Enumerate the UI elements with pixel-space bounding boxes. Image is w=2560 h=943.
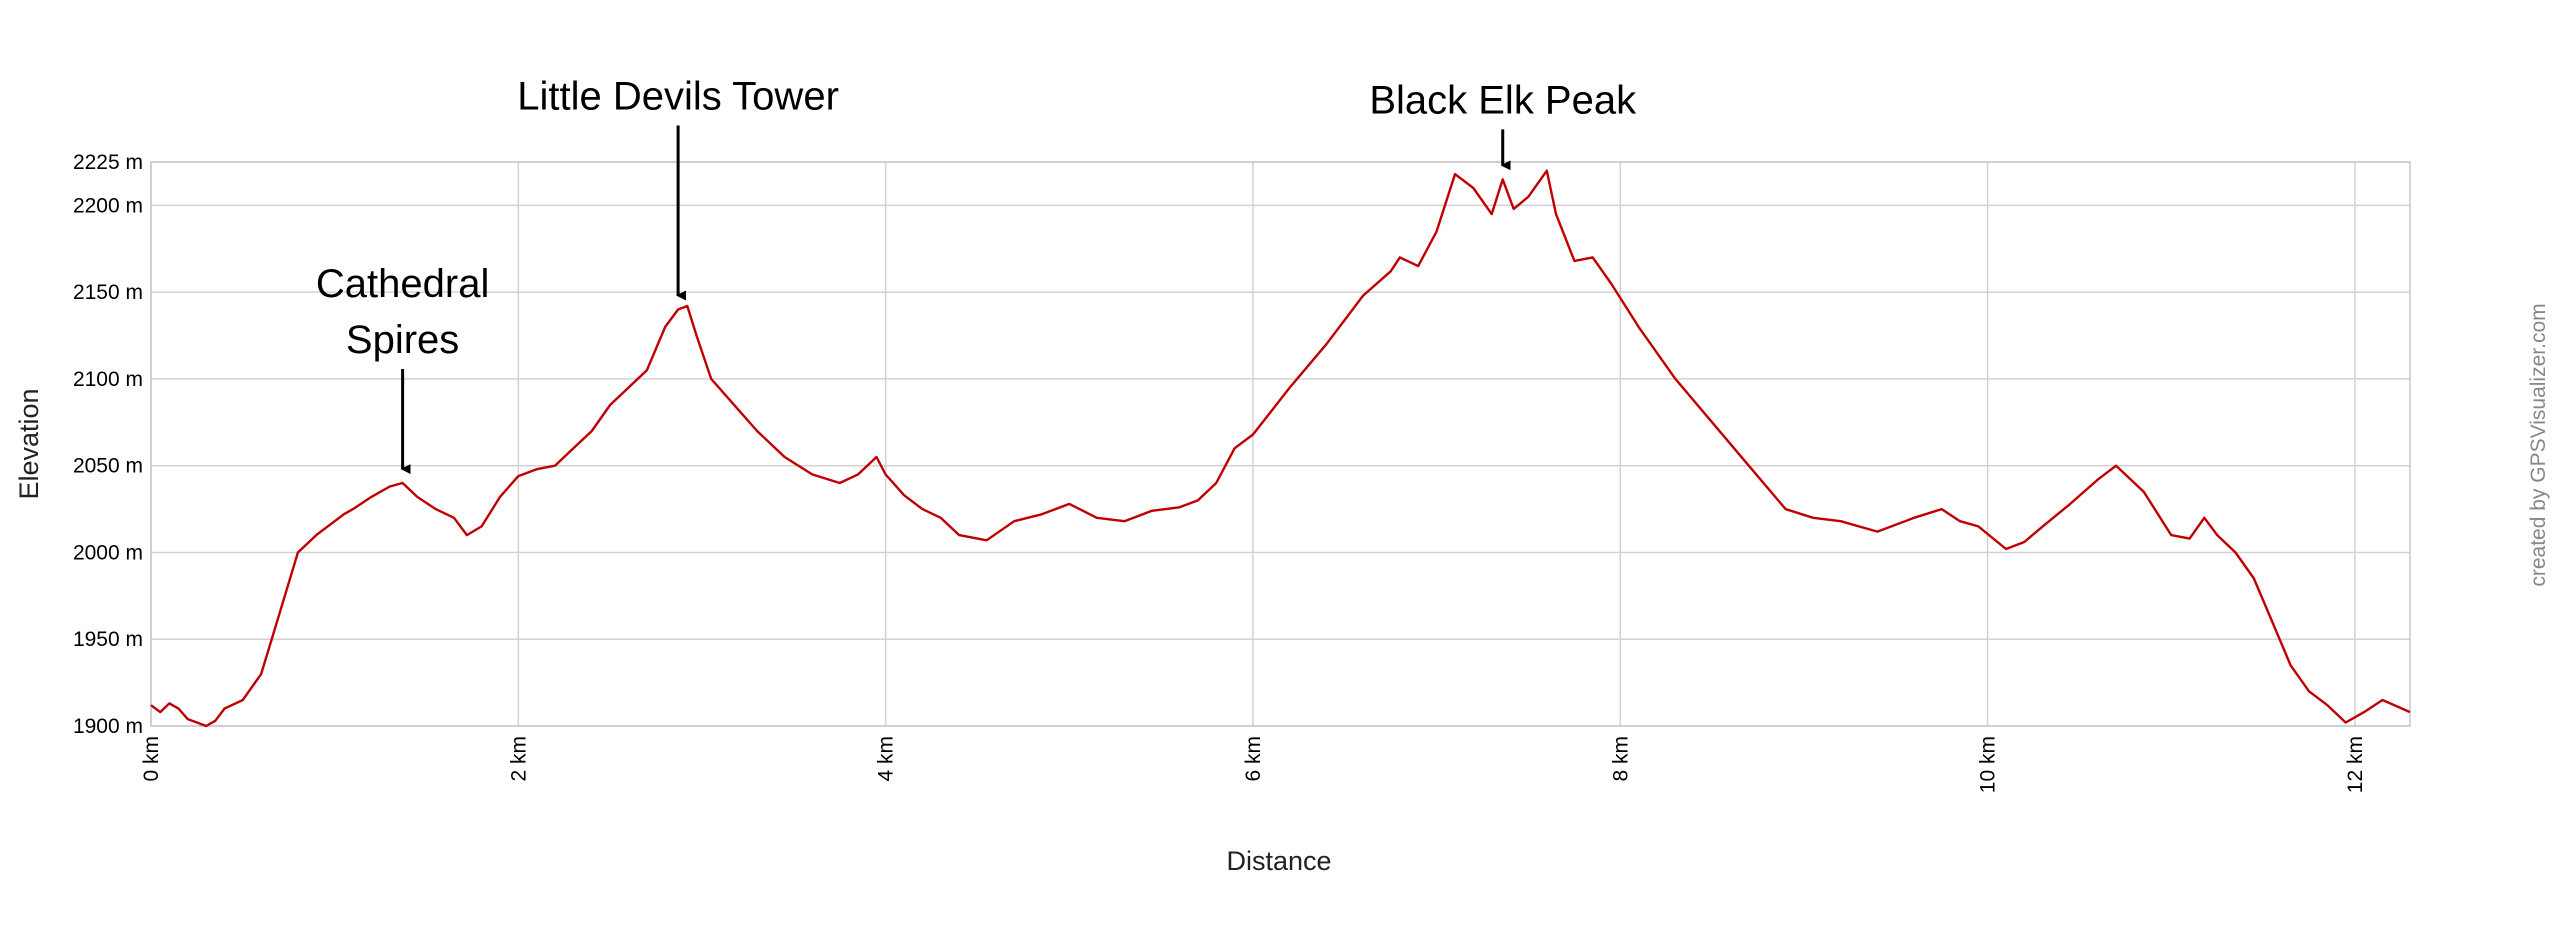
annotation-label: Cathedral — [316, 262, 489, 306]
y-axis-ticks: 1900 m 1950 m 2000 m 2050 m 2100 m 2150 m 2200… — [73, 151, 143, 738]
y-axis-title: Elevation — [14, 388, 44, 499]
y-tick-label: 2100 m — [73, 368, 143, 391]
annotation-label: Little Devils Tower — [517, 75, 839, 119]
plot-area — [150, 161, 2411, 727]
x-tick-label: 10 km — [1977, 736, 2000, 793]
x-tick-label: 0 km — [140, 736, 163, 782]
y-tick-label: 2150 m — [73, 281, 143, 304]
x-axis-title: Distance — [1226, 846, 1331, 876]
grid-lines — [150, 161, 2410, 727]
y-tick-label: 2050 m — [73, 455, 143, 478]
x-axis-ticks: 0 km 2 km 4 km 6 km 8 km 10 km 12 km — [140, 736, 2367, 793]
y-tick-label: 2200 m — [73, 194, 143, 217]
y-tick-label: 2000 m — [73, 541, 143, 564]
x-tick-label: 8 km — [1609, 736, 1632, 782]
peak-annotations: Cathedral Spires Little Devils Tower Black … — [316, 75, 1637, 475]
credit-label: created by GPSVisualizer.com — [2527, 303, 2550, 586]
y-tick-label: 2225 m — [73, 151, 143, 174]
x-tick-label: 6 km — [1242, 736, 1265, 782]
elevation-line — [150, 169, 2411, 728]
x-tick-label: 2 km — [507, 736, 530, 782]
annotation-label: Spires — [346, 318, 459, 362]
annotation-label: Black Elk Peak — [1369, 78, 1637, 122]
x-tick-label: 12 km — [2344, 736, 2367, 793]
y-tick-label: 1900 m — [73, 715, 143, 738]
y-tick-label: 1950 m — [73, 628, 143, 651]
x-tick-label: 4 km — [875, 736, 898, 782]
